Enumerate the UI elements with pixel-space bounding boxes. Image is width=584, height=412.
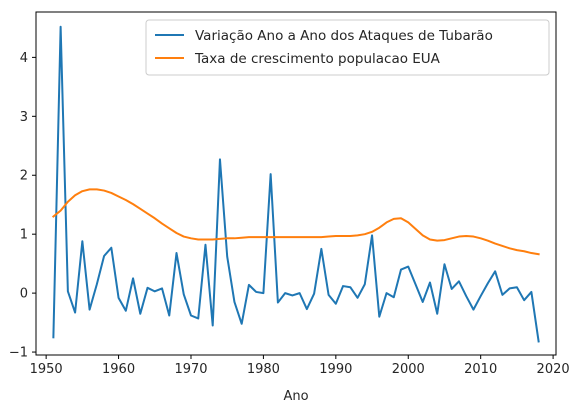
x-tick-label: 2020 (537, 362, 570, 377)
x-tick-label: 1960 (102, 362, 135, 377)
x-tick-label: 1980 (247, 362, 280, 377)
legend-label-2: Taxa de crescimento populacao EUA (194, 51, 441, 67)
legend: Variação Ano a Ano dos Ataques de Tubarã… (146, 20, 549, 75)
x-tick-label: 2000 (392, 362, 425, 377)
y-tick-label: 0 (20, 287, 28, 302)
x-tick-label: 1970 (174, 362, 207, 377)
x-axis-label: Ano (283, 389, 308, 404)
x-tick-label: 1990 (319, 362, 352, 377)
legend-label-1: Variação Ano a Ano dos Ataques de Tubarã… (195, 28, 493, 44)
x-tick-label: 1950 (30, 362, 63, 377)
y-tick-label: −1 (9, 346, 28, 361)
y-tick-label: 3 (20, 110, 28, 125)
y-tick-label: 4 (20, 51, 28, 66)
y-tick-label: 1 (20, 228, 28, 243)
y-tick-label: 2 (20, 169, 28, 184)
x-tick-label: 2010 (464, 362, 497, 377)
